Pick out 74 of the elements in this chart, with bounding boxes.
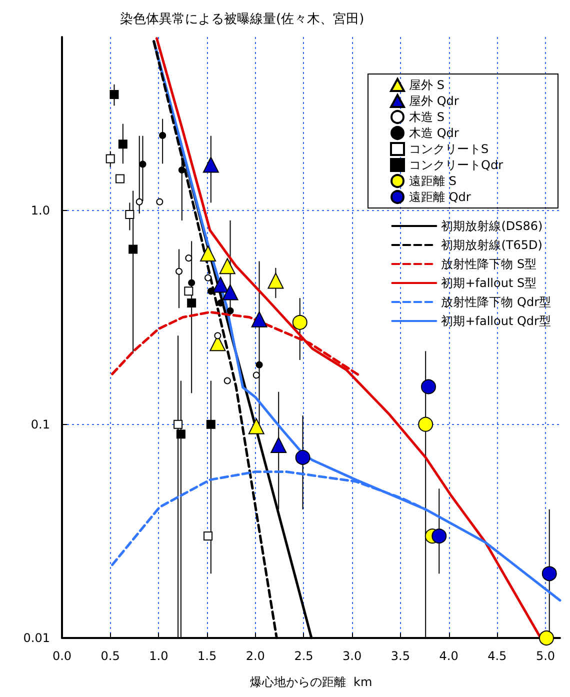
point: [178, 166, 186, 174]
x-tick-label: 0.0: [52, 649, 72, 663]
point: [106, 154, 115, 164]
x-tick-label: 4.0: [439, 649, 458, 663]
point: [128, 244, 138, 254]
point: [125, 210, 134, 219]
legend-label: 初期+fallout Qdr型: [441, 314, 551, 328]
point: [185, 254, 192, 262]
x-tick-label: 0.5: [100, 649, 120, 663]
point: [542, 566, 557, 582]
point: [538, 630, 554, 646]
legend-label: 初期+fallout S型: [441, 276, 537, 290]
point: [248, 418, 264, 434]
point: [204, 532, 213, 541]
x-tick-label: 2.5: [294, 649, 314, 663]
point: [202, 156, 219, 173]
legend-label: 初期放射線(T65D): [441, 238, 542, 252]
point: [136, 198, 143, 206]
legend-label: 放射性降下物 S型: [441, 257, 537, 271]
point: [118, 140, 128, 149]
point: [139, 160, 146, 168]
legend-label: 木造 S: [409, 110, 444, 124]
point: [176, 430, 186, 439]
point: [204, 274, 212, 282]
point: [159, 132, 166, 139]
point: [219, 258, 236, 274]
point: [212, 276, 229, 293]
legend-label: 放射性降下物 Qdr型: [441, 295, 551, 309]
point: [268, 272, 284, 289]
legend-label: 初期放射線(DS86): [441, 219, 543, 233]
point: [421, 379, 436, 394]
y-tick-label: 0.01: [23, 631, 50, 645]
point: [214, 332, 222, 340]
y-tick-label: 0.1: [30, 417, 50, 432]
point: [207, 288, 214, 295]
point: [188, 279, 196, 286]
x-tick-label: 4.5: [488, 649, 507, 663]
chart-title: 染色体異常による被曝線量(佐々木、宮田): [120, 11, 364, 27]
point: [251, 311, 268, 328]
point: [295, 450, 310, 465]
point: [256, 361, 263, 368]
x-tick-label: 5.0: [536, 649, 556, 663]
point: [200, 246, 216, 262]
legend-label: 遠距離 S: [409, 174, 456, 188]
point: [432, 528, 447, 544]
point: [418, 416, 434, 432]
point: [222, 284, 238, 300]
legend-label: 屋外 S: [409, 78, 444, 92]
point: [206, 420, 216, 429]
point: [270, 437, 287, 454]
legend-label: コンクリートQdr: [409, 158, 504, 172]
point: [252, 372, 260, 379]
x-tick-label: 1.5: [198, 649, 217, 663]
point: [187, 298, 196, 308]
legend-label: 木造 Qdr: [409, 126, 459, 140]
x-tick-label: 3.5: [390, 649, 410, 663]
x-tick-label: 2.0: [246, 649, 265, 663]
point: [217, 299, 224, 306]
x-tick-label: 3.0: [342, 649, 362, 663]
x-tick-label: 1.0: [149, 649, 168, 663]
legend-label: 屋外 Qdr: [409, 94, 459, 108]
point: [184, 286, 194, 296]
point: [292, 314, 308, 330]
y-tick-label: 1.0: [30, 204, 50, 218]
point: [226, 307, 234, 314]
legend-label: 遠距離 Qdr: [409, 190, 471, 204]
point: [176, 268, 183, 275]
legend-label: コンクリートS: [409, 142, 489, 156]
point: [174, 420, 183, 429]
point: [224, 377, 231, 384]
x-axis-title: 爆心地からの距離 km: [250, 675, 372, 689]
point: [156, 198, 164, 206]
point: [116, 174, 125, 184]
point: [110, 90, 119, 99]
